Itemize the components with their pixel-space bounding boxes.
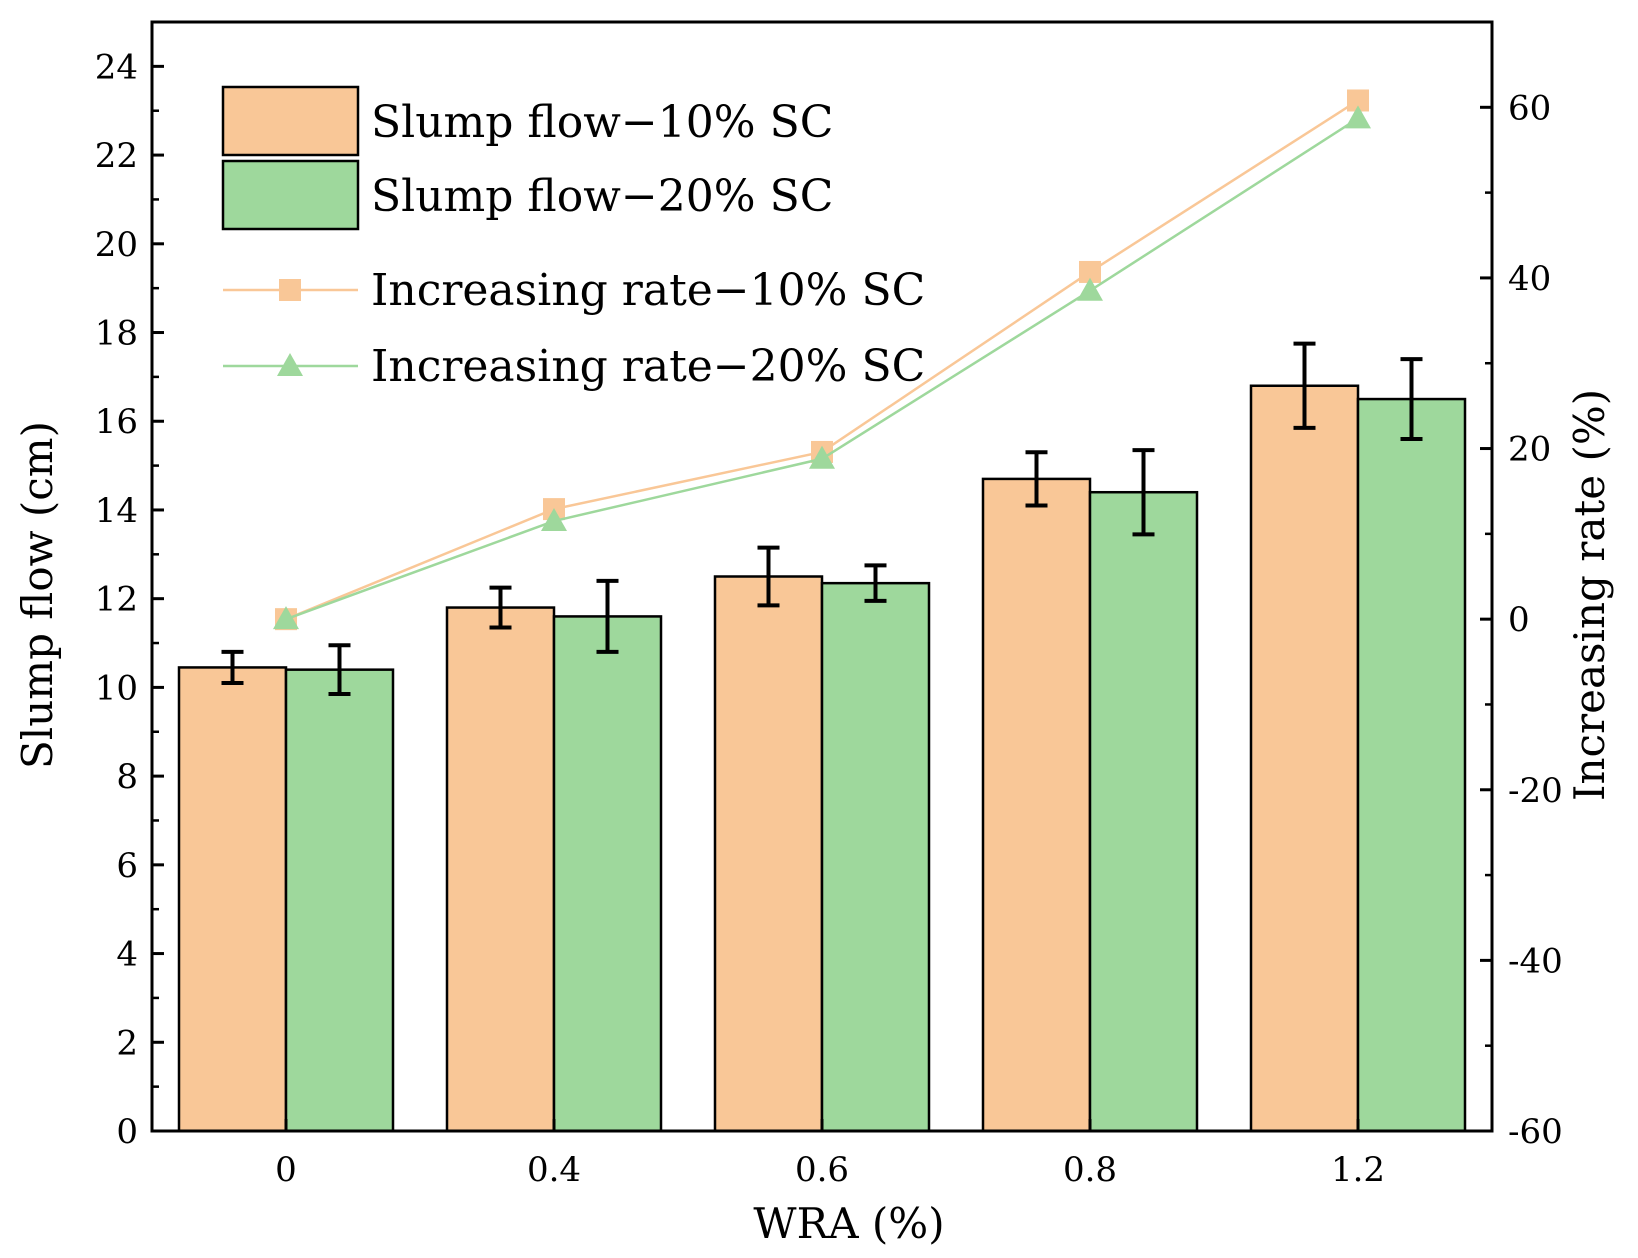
- y2-tick-label: -20: [1508, 771, 1563, 811]
- y-tick-label: 4: [116, 935, 138, 975]
- x-tick-label: 0.8: [1063, 1150, 1117, 1190]
- y-tick-label: 10: [95, 668, 138, 708]
- legend-label-4: Increasing rate−20% SC: [371, 341, 925, 392]
- y2-tick-label: 60: [1508, 88, 1551, 128]
- bar-2-3: [1088, 490, 1199, 1133]
- plot-area: [150, 20, 1494, 1133]
- bar-2-0: [284, 668, 395, 1133]
- y-tick-label: 18: [95, 314, 138, 354]
- right-axis: -60 -40 -20 0 20 40 60: [1480, 88, 1563, 1152]
- error-bar-1-2: [757, 545, 780, 608]
- x-tick-label: 0.4: [527, 1150, 581, 1190]
- y2-tick-label: 40: [1508, 259, 1551, 299]
- x-tick-label: 0.6: [795, 1150, 849, 1190]
- y-tick-label: 0: [116, 1112, 138, 1152]
- error-bar-2-0: [328, 643, 351, 697]
- bar-2-1: [552, 615, 663, 1133]
- x-axis: 0 0.4 0.6 0.8 1.2: [275, 1119, 1385, 1190]
- y-tick-label: 16: [95, 402, 138, 442]
- error-bar-1-3: [1025, 450, 1048, 508]
- bar-2-4: [1356, 397, 1467, 1133]
- y2-tick-label: -40: [1508, 941, 1563, 981]
- y-tick-label: 20: [95, 225, 138, 265]
- bar-1-3: [981, 477, 1092, 1133]
- y-tick-label: 24: [95, 47, 138, 87]
- legend-swatch-1: [221, 85, 360, 157]
- y2-tick-label: 0: [1508, 600, 1530, 640]
- error-bar-2-4: [1400, 357, 1423, 441]
- y-axis-title: Slump flow (cm): [13, 421, 62, 769]
- bar-1-1: [445, 606, 556, 1133]
- y-tick-label: 14: [95, 491, 138, 531]
- bar-1-4: [1249, 384, 1360, 1133]
- legend-marker-4: [277, 353, 303, 376]
- rate-marker-2-4: [1345, 105, 1371, 129]
- bar-2-2: [820, 581, 931, 1133]
- rate-marker-2-1: [541, 508, 567, 532]
- bar-1-2: [713, 575, 824, 1133]
- rate-marker-2-2: [809, 445, 835, 469]
- rate-marker-2-3: [1077, 277, 1103, 301]
- legend-marker-3: [279, 279, 301, 301]
- error-bar-1-0: [221, 649, 244, 685]
- x-tick-label: 1.2: [1331, 1150, 1385, 1190]
- error-bar-2-2: [864, 563, 887, 603]
- legend: Slump flow−10% SC Slump flow−20% SC Increa…: [221, 85, 925, 392]
- y2-tick-label: 20: [1508, 430, 1551, 470]
- error-bar-1-1: [489, 585, 512, 630]
- rate-marker-1-3: [1079, 260, 1101, 283]
- y-tick-label: 22: [95, 136, 138, 176]
- x-axis-title: WRA (%): [753, 1199, 944, 1248]
- legend-label-3: Increasing rate−10% SC: [371, 265, 925, 316]
- y-tick-label: 2: [116, 1023, 138, 1063]
- y2-tick-label: -60: [1508, 1112, 1563, 1152]
- error-bar-1-4: [1293, 341, 1316, 430]
- x-tick-label: 0: [275, 1150, 297, 1190]
- y-tick-label: 12: [95, 580, 138, 620]
- legend-label-1: Slump flow−10% SC: [371, 97, 833, 148]
- bar-1-0: [177, 666, 288, 1133]
- y-tick-label: 6: [116, 846, 138, 886]
- rate-marker-2-0: [273, 606, 299, 630]
- y-tick-label: 8: [116, 757, 138, 797]
- rate-marker-1-4: [1347, 89, 1369, 112]
- error-bar-2-3: [1132, 448, 1155, 537]
- legend-swatch-2: [221, 159, 360, 231]
- legend-label-2: Slump flow−20% SC: [371, 171, 833, 222]
- error-bar-2-1: [596, 578, 619, 654]
- y2-axis-title: Increasing rate (%): [1565, 389, 1614, 801]
